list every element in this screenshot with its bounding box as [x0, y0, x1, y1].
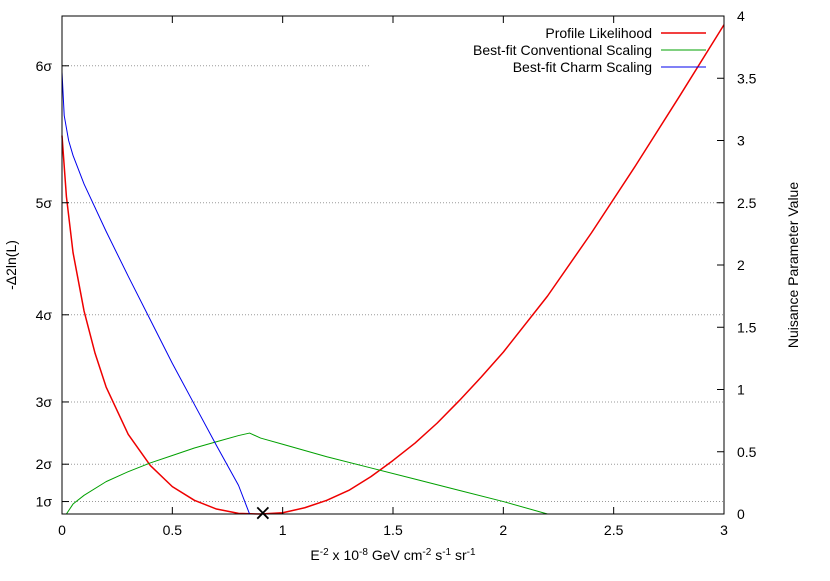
series-line-best-fit-charm-scaling	[61, 72, 251, 515]
x-tick-label: 0.5	[163, 522, 183, 538]
y-axis-left-title: -Δ2ln(L)	[3, 240, 19, 290]
gridlines-group	[62, 65, 724, 503]
x-axis-title-superscript: -1	[442, 547, 451, 558]
marker-group: ×	[254, 501, 272, 526]
x-axis-title-superscript: -1	[467, 547, 476, 558]
y-right-tick-label: 1.5	[737, 319, 757, 335]
x-tick-label: 3	[720, 522, 728, 538]
series-line-best-fit-conventional-scaling	[65, 432, 548, 515]
y-left-ticks-group: 1σ 2σ 3σ 4σ 5σ 6σ	[36, 58, 69, 510]
x-axis-title: E-2 x 10-8 GeV cm-2 s-1 sr-1	[310, 547, 476, 564]
legend: Profile Likelihood Best-fit Conventional…	[473, 25, 706, 75]
x-axis-title-part: GeV cm	[368, 547, 422, 563]
x-tick-label: 2	[499, 522, 507, 538]
y-right-tick-label: 0	[737, 506, 745, 522]
y-left-tick-label: 6σ	[36, 58, 53, 74]
y-right-tick-label: 1	[737, 382, 745, 398]
y-right-tick-label: 2.5	[737, 195, 757, 211]
x-tick-label: 2.5	[604, 522, 624, 538]
y-right-tick-label: 3.5	[737, 70, 757, 86]
y-left-tick-label: 1σ	[36, 494, 53, 510]
plot-frame	[61, 15, 725, 515]
y-left-tick-label: 2σ	[36, 456, 53, 472]
x-axis-title-part: sr	[451, 547, 467, 563]
y-left-tick-label: 4σ	[36, 307, 53, 323]
series-group	[61, 24, 725, 515]
series-line-profile-likelihood	[61, 24, 725, 515]
x-ticks-group: 0 0.5 1 1.5 2 2.5 3	[58, 16, 728, 538]
x-axis-title-part: x 10	[329, 547, 360, 563]
x-axis-title-part: E	[310, 547, 319, 563]
legend-label-charm-scaling: Best-fit Charm Scaling	[513, 59, 652, 75]
x-axis-title-part: s	[431, 547, 442, 563]
y-right-tick-label: 0.5	[737, 444, 757, 460]
x-axis-title-superscript: -8	[359, 547, 368, 558]
x-axis-title-superscript: -2	[320, 547, 329, 558]
y-right-tick-label: 3	[737, 133, 745, 149]
y-right-tick-label: 2	[737, 257, 745, 273]
y-left-tick-label: 5σ	[36, 195, 53, 211]
y-axis-right-title: Nuisance Parameter Value	[785, 182, 801, 348]
legend-label-profile-likelihood: Profile Likelihood	[545, 25, 652, 41]
x-tick-label: 1.5	[383, 522, 403, 538]
x-tick-label: 0	[58, 522, 66, 538]
y-right-tick-label: 4	[737, 8, 745, 24]
best-fit-marker: ×	[254, 501, 272, 526]
x-axis-title-superscript: -2	[422, 547, 431, 558]
legend-label-conventional-scaling: Best-fit Conventional Scaling	[473, 42, 652, 58]
y-right-ticks-group: 0 0.5 1 1.5 2 2.5 3 3.5 4	[717, 8, 757, 522]
y-left-tick-label: 3σ	[36, 394, 53, 410]
x-tick-label: 1	[279, 522, 287, 538]
